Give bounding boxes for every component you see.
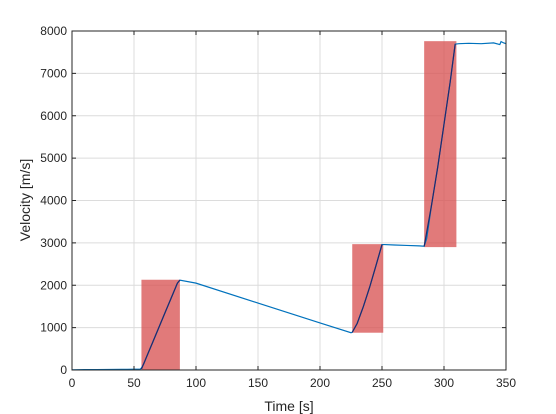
x-tick-label: 50: [127, 376, 141, 390]
tick-marks: [71, 30, 507, 371]
x-tick-label: 200: [310, 376, 330, 390]
y-tick-label: 0: [60, 363, 67, 377]
y-tick-label: 4000: [40, 194, 67, 208]
series-lines: [71, 40, 507, 371]
y-tick-label: 6000: [40, 109, 67, 123]
y-tick-label: 2000: [40, 278, 67, 292]
y-tick-label: 5000: [40, 151, 67, 165]
burn-segment-line: [140, 279, 181, 370]
burn-segment-line: [351, 244, 383, 333]
burn-segment-line: [423, 44, 456, 247]
x-axis-label: Time [s]: [264, 398, 313, 414]
y-tick-label: 8000: [40, 24, 67, 38]
y-tick-label: 7000: [40, 66, 67, 80]
x-tick-label: 100: [186, 376, 206, 390]
x-tick-label: 250: [372, 376, 392, 390]
y-tick-label: 3000: [40, 236, 67, 250]
y-tick-labels: 0 1000 2000 3000 4000 5000 6000 7000 8000: [40, 24, 67, 377]
x-tick-label: 350: [496, 376, 516, 390]
x-tick-label: 0: [69, 376, 76, 390]
x-tick-label: 300: [434, 376, 454, 390]
x-tick-labels: 0 50 100 150 200 250 300 350: [69, 376, 517, 390]
burn-highlight-boxes: [141, 41, 457, 370]
y-axis-label: Velocity [m/s]: [17, 159, 33, 241]
y-tick-label: 1000: [40, 321, 67, 335]
x-tick-label: 150: [248, 376, 268, 390]
